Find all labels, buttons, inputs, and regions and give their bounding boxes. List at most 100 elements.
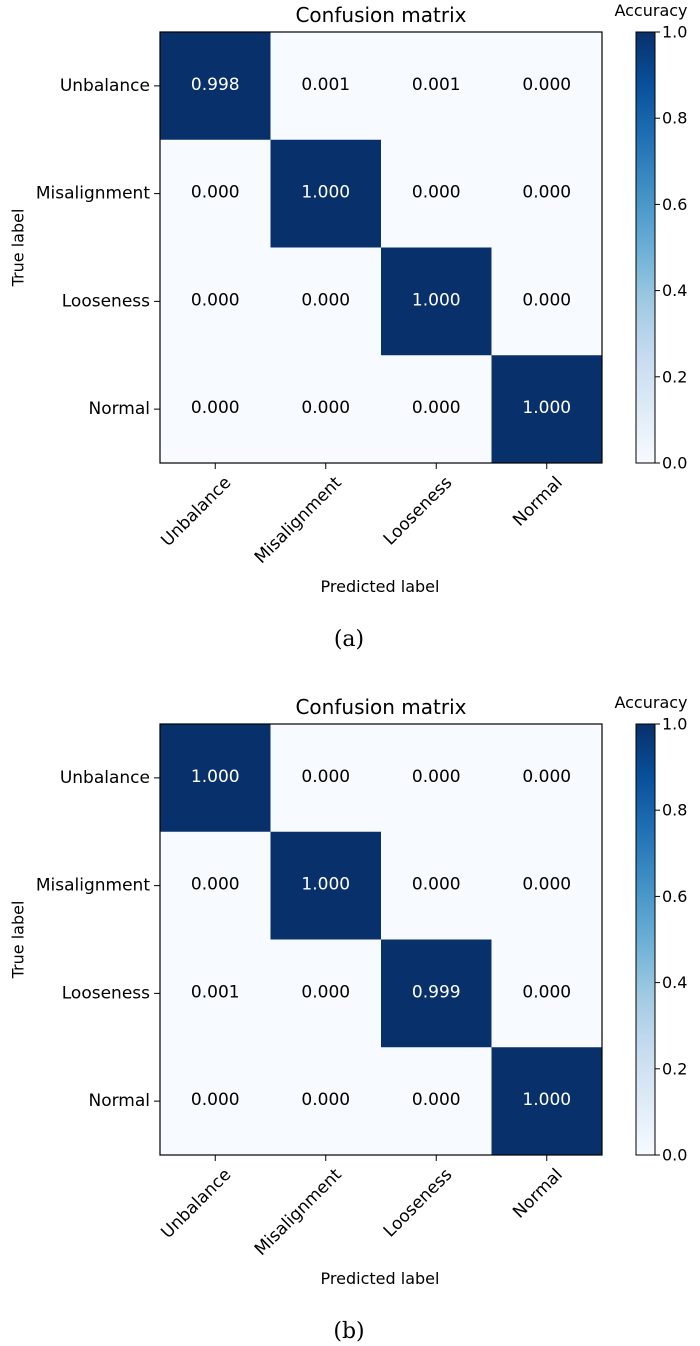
heatmap-cell	[270, 139, 382, 248]
cell-value-label: 0.000	[412, 767, 461, 787]
heatmap-cell	[381, 139, 492, 248]
heatmap-cell	[491, 247, 603, 356]
cell-value-label: 0.000	[301, 1090, 350, 1110]
cell-value-label: 1.000	[191, 767, 240, 787]
colorbar-tick-label: 1.0	[662, 715, 687, 734]
cell-value-label: 1.000	[522, 1090, 571, 1110]
confusion-matrix-panel: 0.998 0.001 0.001 0.000 0.000 1.000 0.000 0.000…	[9, 1, 688, 652]
cell-value-label: 1.000	[301, 183, 350, 203]
cell-value-label: 0.000	[412, 183, 461, 203]
colorbar-tick-label: 0.8	[662, 109, 687, 128]
cell-value-label: 0.000	[191, 183, 240, 203]
cell-value-label: 0.000	[412, 875, 461, 895]
cell-value-label: 0.000	[412, 1090, 461, 1110]
y-tick-label: Misalignment	[36, 876, 150, 896]
figure-caption: (b)	[333, 1319, 364, 1344]
x-tick-label: Looseness	[380, 473, 457, 550]
heatmap-cell	[160, 247, 271, 356]
cell-value-label: 0.000	[191, 290, 240, 310]
colorbar-tick-label: 0.2	[662, 367, 687, 386]
colorbar	[635, 31, 656, 464]
cell-value-label: 0.001	[412, 75, 461, 95]
heatmap-cell	[491, 724, 603, 833]
heatmap-cell	[381, 355, 492, 464]
colorbar-tick-label: 0.6	[662, 887, 687, 906]
heatmap-cell	[381, 939, 492, 1048]
cell-value-label: 0.000	[191, 1090, 240, 1110]
chart-title: Confusion matrix	[295, 3, 466, 27]
cell-value-label: 0.000	[301, 290, 350, 310]
colorbar-tick-label: 0.8	[662, 801, 687, 820]
heatmap-cell	[270, 724, 382, 833]
y-tick-label: Unbalance	[60, 768, 150, 788]
colorbar-label: Accuracy	[614, 693, 687, 712]
heatmap-cell	[381, 247, 492, 356]
cell-value-label: 0.000	[191, 875, 240, 895]
cell-value-label: 0.000	[191, 398, 240, 418]
cell-value-label: 0.000	[522, 875, 571, 895]
heatmap-cell	[160, 1047, 271, 1156]
cell-value-label: 0.000	[522, 183, 571, 203]
chart-title: Confusion matrix	[295, 695, 466, 719]
cell-value-label: 0.001	[191, 982, 240, 1002]
colorbar-tick-label: 0.4	[662, 281, 687, 300]
cell-value-label: 0.998	[191, 75, 240, 95]
cell-value-label: 0.000	[301, 982, 350, 1002]
heatmap-cell	[381, 724, 492, 833]
cell-value-label: 0.000	[522, 75, 571, 95]
cell-value-label: 1.000	[301, 875, 350, 895]
plot-frame	[159, 723, 603, 1156]
colorbar-label: Accuracy	[614, 1, 687, 20]
x-tick-label: Misalignment	[251, 1165, 346, 1260]
cell-value-label: 1.000	[412, 290, 461, 310]
x-tick-label: Misalignment	[251, 473, 346, 568]
heatmap-cell	[160, 139, 271, 248]
colorbar-tick-label: 0.0	[662, 1146, 687, 1165]
y-tick-label: Looseness	[62, 291, 150, 311]
heatmap-cell	[491, 355, 603, 464]
heatmap-cell	[491, 831, 603, 940]
y-tick-label: Normal	[88, 1091, 150, 1111]
heatmap-cell	[160, 355, 271, 464]
heatmap-cell	[491, 1047, 603, 1156]
heatmap-cell	[270, 32, 382, 141]
x-tick-label: Looseness	[380, 1165, 457, 1242]
heatmap-cell	[270, 831, 382, 940]
x-tick-label: Normal	[509, 1165, 567, 1223]
y-axis-label: True label	[9, 209, 28, 288]
heatmap-cell	[491, 939, 603, 1048]
heatmap-cell	[381, 32, 492, 141]
heatmap-cell	[381, 831, 492, 940]
colorbar-tick-label: 0.2	[662, 1059, 687, 1078]
y-tick-label: Misalignment	[36, 184, 150, 204]
colorbar-tick-label: 1.0	[662, 23, 687, 42]
cell-value-label: 0.000	[301, 767, 350, 787]
y-tick-label: Normal	[88, 399, 150, 419]
heatmap-cell	[160, 831, 271, 940]
heatmap-cell	[491, 139, 603, 248]
x-axis-label: Predicted label	[321, 1269, 440, 1288]
heatmap-cell	[270, 355, 382, 464]
confusion-matrix-panel: 1.000 0.000 0.000 0.000 0.000 1.000 0.000 0.000…	[9, 693, 688, 1344]
heatmap-cell	[491, 32, 603, 141]
plot-frame	[159, 31, 603, 464]
x-tick-label: Normal	[509, 473, 567, 531]
heatmap-cell	[160, 939, 271, 1048]
cell-value-label: 0.000	[522, 290, 571, 310]
cell-value-label: 0.000	[522, 982, 571, 1002]
x-tick-label: Unbalance	[157, 1165, 235, 1243]
figure-caption: (a)	[334, 627, 364, 652]
y-tick-label: Unbalance	[60, 76, 150, 96]
heatmap-cell	[160, 724, 271, 833]
cell-value-label: 1.000	[522, 398, 571, 418]
heatmap-cell	[270, 1047, 382, 1156]
cell-value-label: 0.001	[301, 75, 350, 95]
cell-value-label: 0.000	[301, 398, 350, 418]
cell-value-label: 0.000	[412, 398, 461, 418]
heatmap-cell	[270, 247, 382, 356]
colorbar-tick-label: 0.6	[662, 195, 687, 214]
cell-value-label: 0.999	[412, 982, 461, 1002]
heatmap-cell	[270, 939, 382, 1048]
heatmap-cell	[160, 32, 271, 141]
